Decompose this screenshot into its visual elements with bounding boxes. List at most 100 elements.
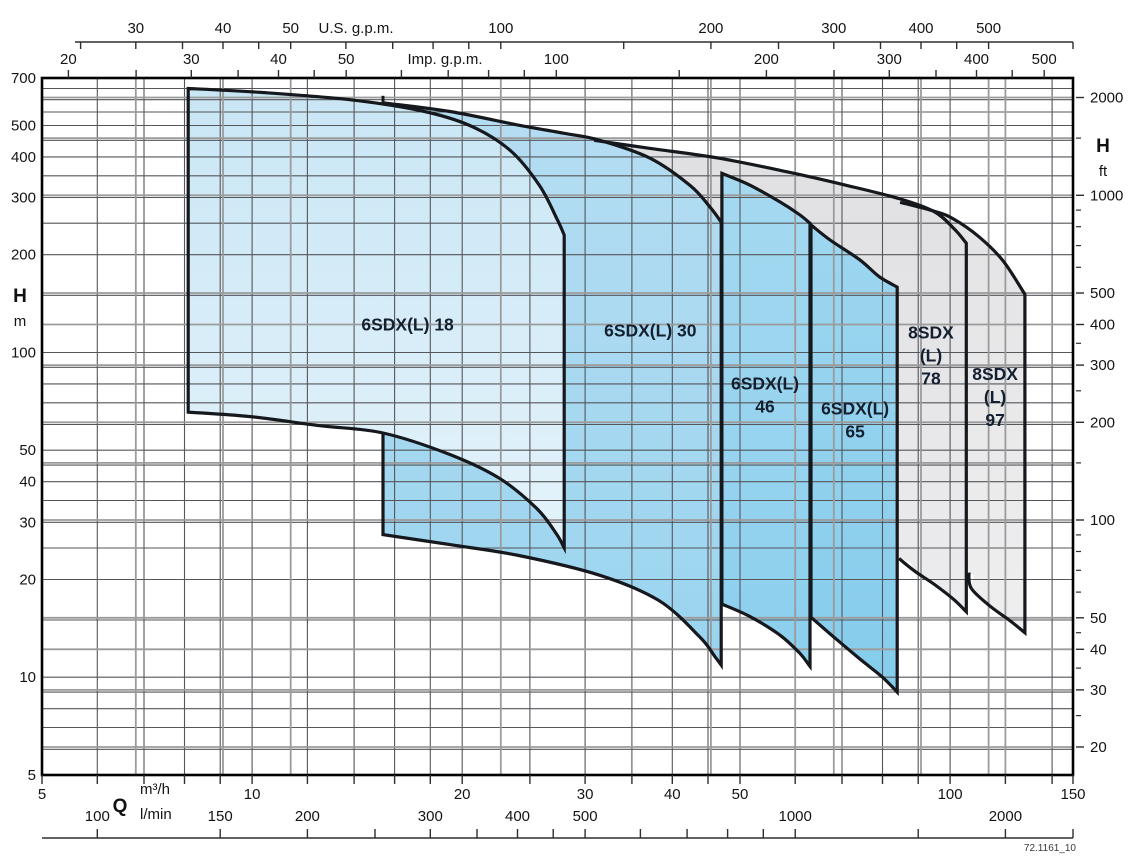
h-m-tick-label: 100 <box>11 345 36 362</box>
h-m-unit-label: m <box>14 313 27 330</box>
us-gpm-tick-label: 50 <box>282 20 299 37</box>
figure-code: 72.1161_10 <box>1024 843 1077 854</box>
h-ft-tick-label: 100 <box>1090 512 1115 529</box>
imp-gpm-tick-label: 20 <box>60 51 77 68</box>
q-m3h-tick-label: 5 <box>38 786 46 803</box>
h-m-tick-label: 50 <box>19 442 36 459</box>
q-lmin-tick-label: 500 <box>573 808 598 825</box>
envelope-6sdx-l-18-fill <box>188 88 565 548</box>
h-m-tick-label: 30 <box>19 514 36 531</box>
axis-q-lmin: 100 150 200 300 400 500 1000 2000 <box>42 808 1074 839</box>
us-gpm-tick-label: 500 <box>976 20 1001 37</box>
h-ft-tick-label: 200 <box>1090 414 1115 431</box>
axis-us-gpm: 30 40 50 100 200 300 400 500 U.S. g.p.m. <box>75 20 1074 49</box>
q-lmin-tick-label: 2000 <box>989 808 1022 825</box>
grid-layer <box>42 78 1073 775</box>
label-8sdx-l-78: 78 <box>921 368 941 388</box>
h-ft-tick-label: 20 <box>1090 739 1107 756</box>
us-gpm-tick-label: 40 <box>215 20 232 37</box>
envelope-6sdx-l-46-outline <box>720 171 812 672</box>
label-6sdx-l-30: 6SDX(L) 30 <box>604 320 697 340</box>
h-m-tick-label: 5 <box>28 767 36 784</box>
q-m3h-tick-label: 20 <box>454 786 471 803</box>
label-8sdx-l-78: (L) <box>920 345 942 365</box>
label-8sdx-l-97: (L) <box>984 387 1006 407</box>
plot-border <box>40 76 1075 777</box>
h-m-tick-label: 200 <box>11 247 36 264</box>
h-m-tick-label: 300 <box>11 190 36 207</box>
h-ft-tick-label: 500 <box>1090 285 1115 302</box>
envelope-6sdx-l-46-fill <box>721 173 810 667</box>
imp-gpm-tick-label: 100 <box>544 51 569 68</box>
us-gpm-tick-label: 400 <box>908 20 933 37</box>
q-lmin-tick-label: 300 <box>418 808 443 825</box>
q-lmin-tick-label: 400 <box>505 808 530 825</box>
h-ft-axis-letter: H <box>1096 136 1110 157</box>
envelope-8sdx-l-97-outline <box>899 200 1027 637</box>
q-axis-letter: Q <box>113 796 128 817</box>
imp-gpm-tick-label: 50 <box>338 51 355 68</box>
q-m3h-tick-label: 30 <box>577 786 594 803</box>
h-m-tick-label: 700 <box>11 70 36 87</box>
imp-gpm-tick-label: 200 <box>754 51 779 68</box>
axis-h-m: 700 500 400 300 200 100 50 40 30 20 10 5 Hm <box>11 70 36 784</box>
label-6sdx-l-65: 6SDX(L) <box>821 398 889 418</box>
imp-gpm-tick-label: 30 <box>183 51 200 68</box>
label-8sdx-l-97: 97 <box>985 410 1004 430</box>
q-m3h-tick-label: 50 <box>732 786 749 803</box>
envelope-6sdx-l-65-fill <box>811 224 898 693</box>
q-lmin-unit-label: l/min <box>140 806 172 823</box>
h-ft-tick-label: 30 <box>1090 682 1107 699</box>
q-m3h-tick-label: 150 <box>1060 786 1085 803</box>
us-gpm-tick-label: 30 <box>127 20 144 37</box>
label-8sdx-l-78: 8SDX <box>908 322 954 342</box>
imp-gpm-tick-label: 300 <box>877 51 902 68</box>
envelope-fills <box>188 88 1025 693</box>
q-lmin-tick-label: 1000 <box>779 808 812 825</box>
us-gpm-unit-label: U.S. g.p.m. <box>318 20 393 37</box>
label-6sdx-l-65: 65 <box>845 421 865 441</box>
h-m-tick-label: 500 <box>11 118 36 135</box>
imp-gpm-tick-label: 500 <box>1032 51 1057 68</box>
h-ft-tick-label: 400 <box>1090 317 1115 334</box>
us-gpm-tick-label: 300 <box>821 20 846 37</box>
axis-q-m3h: 5 10 20 30 40 50 100 150 <box>38 775 1086 803</box>
h-m-tick-label: 40 <box>19 474 36 491</box>
imp-gpm-tick-label: 40 <box>270 51 287 68</box>
region-labels: 8SDX (L) 97 8SDX (L) 78 6SDX(L) 65 6SDX(L) 46 6SDX… <box>361 314 1018 441</box>
envelope-8sdx-l-78-outline <box>593 138 968 616</box>
envelope-6sdx-l-30-outline <box>381 101 723 670</box>
us-gpm-tick-label: 100 <box>488 20 513 37</box>
us-gpm-tick-label: 200 <box>698 20 723 37</box>
label-6sdx-l-18: 6SDX(L) 18 <box>361 314 454 334</box>
h-m-tick-label: 10 <box>19 669 36 686</box>
h-m-axis-letter: H <box>13 286 27 307</box>
q-m3h-unit-label: m³/h <box>140 781 170 798</box>
h-ft-tick-label: 300 <box>1090 357 1115 374</box>
envelope-outlines <box>186 86 1027 697</box>
h-m-tick-label: 20 <box>19 572 36 589</box>
h-ft-tick-label: 1000 <box>1090 187 1123 204</box>
imp-gpm-tick-label: 400 <box>964 51 989 68</box>
label-6sdx-l-46: 46 <box>755 396 775 416</box>
label-8sdx-l-97: 8SDX <box>972 364 1018 384</box>
h-ft-tick-label: 40 <box>1090 641 1107 658</box>
q-lmin-tick-label: 100 <box>85 808 110 825</box>
q-m3h-tick-label: 10 <box>244 786 261 803</box>
axis-q-title: Qm³/h l/min <box>113 781 172 823</box>
imp-gpm-unit-label: Imp. g.p.m. <box>407 51 482 68</box>
h-ft-unit-label: ft <box>1099 163 1108 180</box>
h-ft-tick-label: 2000 <box>1090 90 1123 107</box>
axis-imp-gpm: 20 30 40 50 100 200 300 400 500 Imp. g.p.m. <box>60 51 1057 78</box>
h-ft-tick-label: 50 <box>1090 610 1107 627</box>
label-6sdx-l-46: 6SDX(L) <box>731 373 799 393</box>
q-lmin-tick-label: 150 <box>208 808 233 825</box>
envelope-6sdx-l-65-outline <box>809 221 899 697</box>
q-lmin-tick-label: 200 <box>295 808 320 825</box>
axis-h-ft: 2000 1000 500 400 300 200 100 50 40 30 20 Hft <box>1076 90 1123 756</box>
q-m3h-tick-label: 40 <box>664 786 681 803</box>
h-m-tick-label: 400 <box>11 149 36 166</box>
envelope-6sdx-l-18-outline <box>186 86 566 555</box>
